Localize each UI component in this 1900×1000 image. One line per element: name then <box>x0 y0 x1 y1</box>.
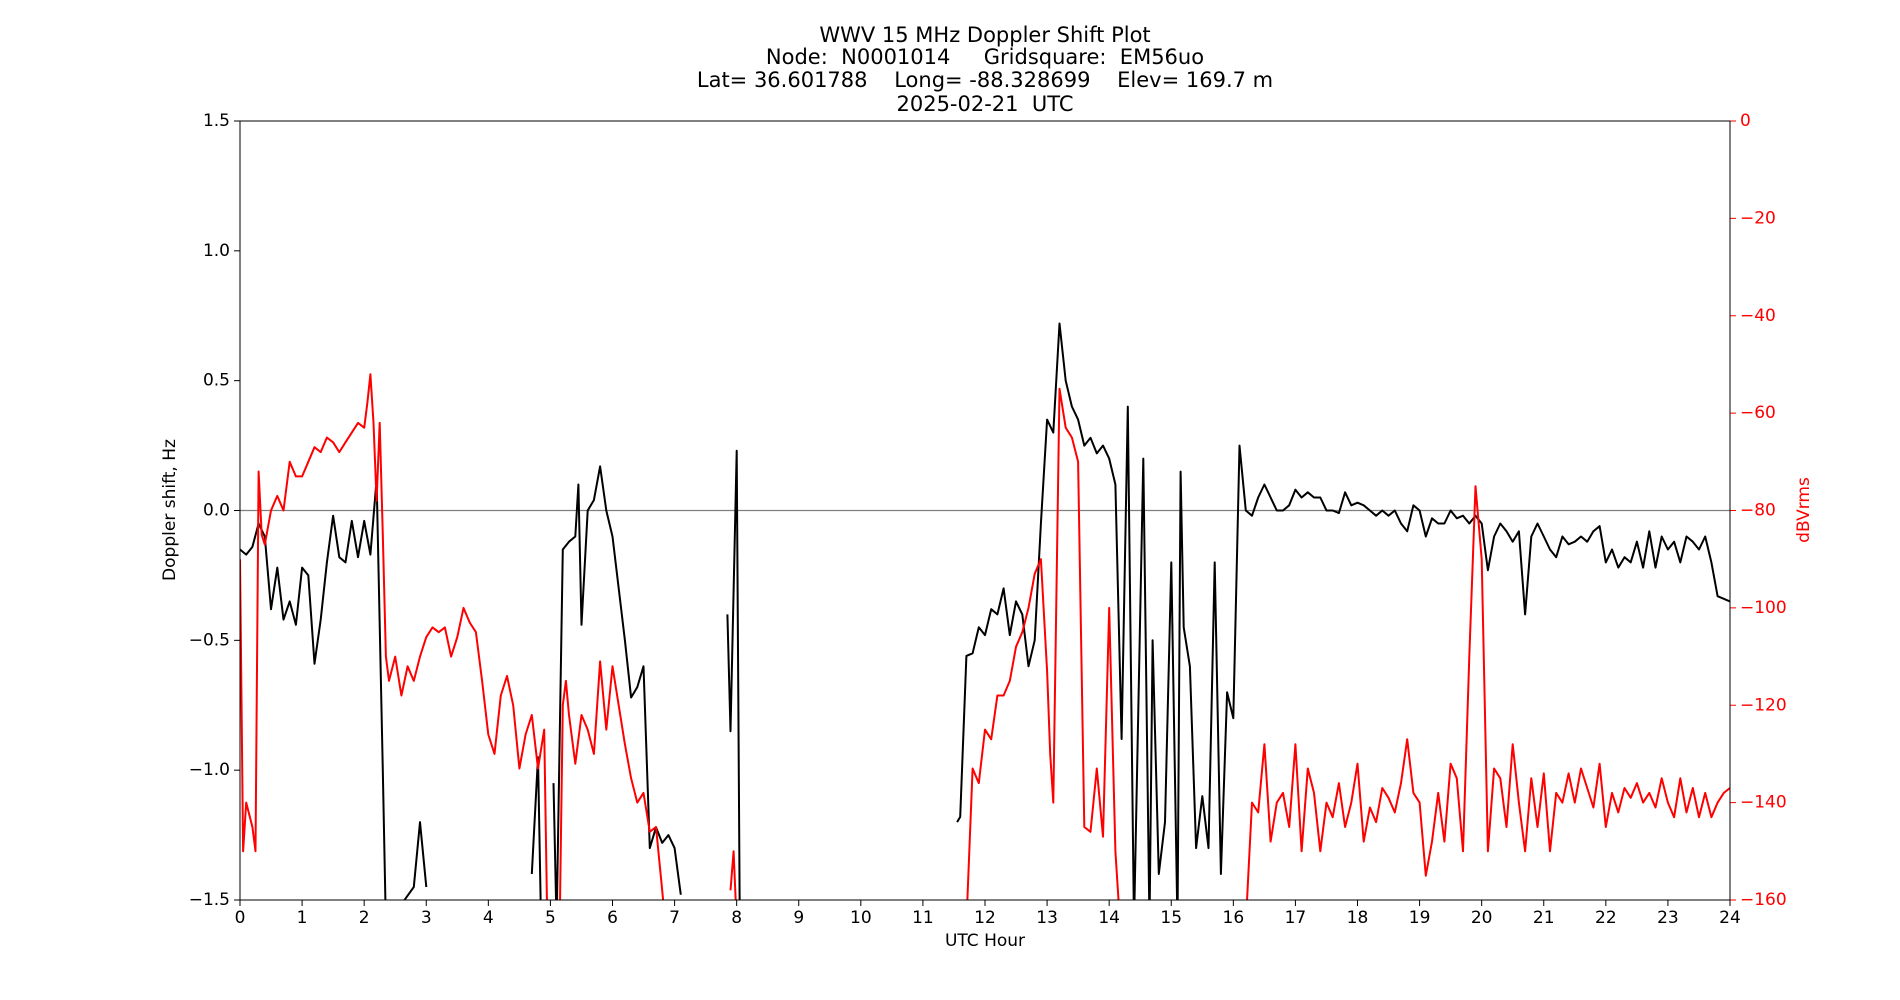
x-tick-label: 23 <box>1657 908 1679 928</box>
x-tick-label: 16 <box>1223 908 1245 928</box>
x-tick-label: 7 <box>669 908 680 928</box>
x-tick-label: 21 <box>1533 908 1555 928</box>
y2-axis-label: dBVrms <box>1794 477 1814 543</box>
x-tick-label: 9 <box>793 908 804 928</box>
plot-area <box>240 322 1730 900</box>
x-tick-label: 6 <box>607 908 618 928</box>
y2-tick-label: −100 <box>1740 598 1787 618</box>
y-tick-label: −0.5 <box>189 630 230 650</box>
x-tick-label: 17 <box>1285 908 1307 928</box>
x-tick-label: 5 <box>545 908 556 928</box>
plot-frame <box>239 120 1731 901</box>
x-tick-label: 15 <box>1160 908 1182 928</box>
y-tick-label: −1.5 <box>189 890 230 910</box>
y2-tick-label: −160 <box>1740 890 1787 910</box>
x-tick-label: 14 <box>1098 908 1120 928</box>
x-tick-label: 4 <box>483 908 494 928</box>
chart-subtitle: 2025-02-21 UTC <box>896 92 1073 116</box>
x-tick-label: 11 <box>912 908 934 928</box>
chart-title: WWV 15 MHz Doppler Shift Plot <box>819 23 1150 47</box>
y-tick-label: 1.5 <box>203 111 230 131</box>
x-tick-label: 13 <box>1036 908 1058 928</box>
y2-tick-label: −120 <box>1740 695 1787 715</box>
x-tick-label: 3 <box>421 908 432 928</box>
x-tick-label: 1 <box>297 908 308 928</box>
x-tick-label: 18 <box>1347 908 1369 928</box>
x-tick-label: 24 <box>1719 908 1741 928</box>
y-axis-label: Doppler shift, Hz <box>160 439 180 581</box>
x-tick-label: 2 <box>359 908 370 928</box>
x-tick-label: 19 <box>1409 908 1431 928</box>
y2-tick-label: −60 <box>1740 403 1776 423</box>
y2-tick-label: 0 <box>1740 111 1751 131</box>
x-axis-label: UTC Hour <box>945 931 1025 951</box>
y2-tick-label: −20 <box>1740 208 1776 228</box>
y-tick-label: 0.0 <box>203 501 230 521</box>
y-tick-label: 0.5 <box>203 371 230 391</box>
y2-tick-label: −140 <box>1740 793 1787 813</box>
chart-subtitle: Node: N0001014 Gridsquare: EM56uo <box>766 45 1204 69</box>
data-line <box>240 373 1730 900</box>
x-tick-label: 0 <box>235 908 246 928</box>
x-tick-label: 20 <box>1471 908 1493 928</box>
y-tick-label: −1.0 <box>189 760 230 780</box>
y2-tick-label: −80 <box>1740 501 1776 521</box>
y-tick-label: 1.0 <box>203 241 230 261</box>
y2-tick-label: −40 <box>1740 306 1776 326</box>
x-tick-label: 10 <box>850 908 872 928</box>
x-tick-label: 8 <box>731 908 742 928</box>
x-tick-label: 22 <box>1595 908 1617 928</box>
data-line <box>240 322 1730 900</box>
x-tick-label: 12 <box>974 908 996 928</box>
chart-subtitle: Lat= 36.601788 Long= -88.328699 Elev= 16… <box>697 68 1273 92</box>
